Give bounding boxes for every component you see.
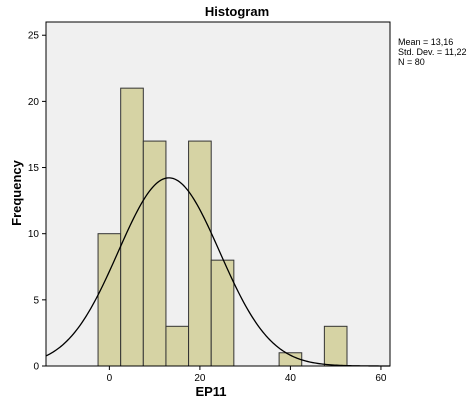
x-tick-label: 40: [285, 373, 297, 384]
normal-curve: [45, 177, 391, 367]
histogram-bars: [97, 87, 348, 367]
x-tick-label: 20: [194, 373, 206, 384]
y-tick-label: 10: [28, 229, 40, 240]
y-tick-label: 25: [28, 31, 40, 42]
mean-stat: Mean = 13,16: [398, 37, 454, 47]
std-dev-stat: Std. Dev. = 11,22: [398, 47, 467, 57]
histogram-bar: [188, 140, 212, 367]
n-stat: N = 80: [398, 57, 425, 67]
y-tick-label: 20: [28, 97, 40, 108]
plot-frame: [45, 21, 391, 367]
y-tick-label: 15: [28, 163, 40, 174]
histogram-bar: [165, 325, 190, 367]
y-tick-label: 0: [33, 362, 39, 373]
y-axis-label: Frequency: [9, 159, 24, 226]
x-tick-label: 60: [375, 373, 387, 384]
y-axis-ticks: 0 5 10 15 20 25: [28, 31, 46, 373]
y-tick-label: 5: [33, 295, 39, 306]
x-axis-label: EP11: [195, 384, 226, 399]
stats-box: Mean = 13,16 Std. Dev. = 11,22 N = 80: [398, 37, 466, 67]
histogram-bar: [120, 87, 144, 367]
histogram-bar: [323, 325, 348, 367]
x-tick-label: 0: [107, 373, 113, 384]
histogram-bar: [142, 140, 167, 367]
chart-title: Histogram: [205, 4, 269, 19]
x-axis-ticks: 0 20 40 60: [107, 366, 387, 384]
